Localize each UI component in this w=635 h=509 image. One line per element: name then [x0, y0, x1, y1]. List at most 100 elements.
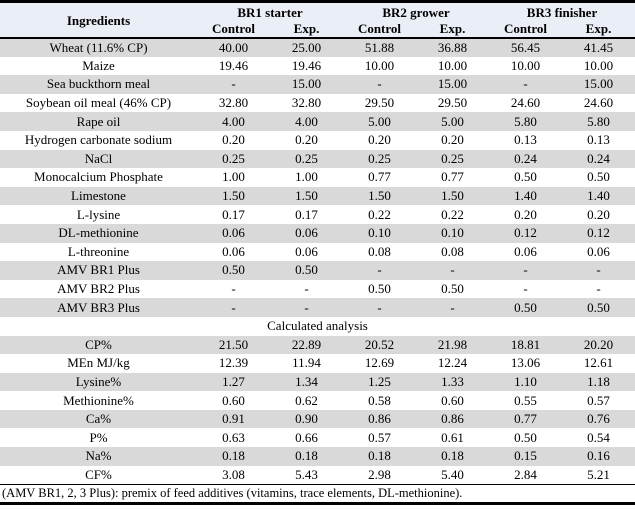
footnote: (AMV BR1, 2, 3 Plus): premix of feed add… [0, 484, 635, 504]
value-cell: - [596, 262, 601, 278]
value-cell: 0.50 [587, 169, 610, 185]
value-cell: 0.22 [368, 206, 391, 222]
value-cell: 0.50 [587, 299, 610, 315]
value-cell: 1.18 [587, 373, 610, 389]
value-cell: 20.52 [364, 336, 395, 352]
table-row: CF% 3.08 5.43 2.98 5.40 2.84 5.21 [0, 466, 635, 485]
value-cell: 10.00 [510, 57, 541, 73]
value-cell: 0.06 [222, 243, 245, 259]
value-cell: - [231, 299, 236, 315]
subcol-header-br3-exp: Exp. [562, 21, 635, 38]
ingredient-label: Hydrogen carbonate sodium [24, 132, 173, 148]
value-cell: 0.76 [587, 411, 610, 427]
value-cell: 21.98 [437, 336, 468, 352]
value-cell: - [377, 299, 382, 315]
value-cell: 0.90 [295, 411, 318, 427]
value-cell: 0.62 [295, 392, 318, 408]
value-cell: 0.08 [441, 243, 464, 259]
subcol-header-br1-control: Control [197, 21, 270, 38]
col-header-ingredients: Ingredients [0, 1, 197, 38]
ingredient-label: Maize [82, 57, 115, 73]
value-cell: 3.08 [222, 466, 245, 482]
value-cell: 0.66 [295, 429, 318, 445]
table-row: Ca% 0.91 0.90 0.86 0.86 0.77 0.76 [0, 409, 635, 429]
value-cell: 0.54 [587, 429, 610, 445]
value-cell: 0.50 [514, 169, 537, 185]
value-cell: 19.46 [218, 57, 249, 73]
value-cell: 12.24 [437, 355, 468, 371]
value-cell: 0.61 [441, 429, 464, 445]
value-cell: 0.77 [441, 169, 464, 185]
ingredient-label: AMV BR3 Plus [57, 299, 140, 315]
value-cell: - [377, 262, 382, 278]
value-cell: 12.61 [583, 355, 614, 371]
ingredient-label: Limestone [71, 188, 126, 204]
value-cell: 0.06 [295, 225, 318, 241]
value-cell: 0.16 [587, 448, 610, 464]
ingredient-label: P% [89, 429, 108, 445]
value-cell: 0.13 [587, 132, 610, 148]
value-cell: 0.63 [222, 429, 245, 445]
table-row: DL-methionine 0.06 0.06 0.10 0.10 0.12 0.12 [0, 223, 635, 243]
value-cell: 0.91 [222, 411, 245, 427]
table-row: L-threonine 0.06 0.06 0.08 0.08 0.06 0.06 [0, 243, 635, 262]
value-cell: 2.98 [368, 466, 391, 482]
value-cell: 0.12 [587, 225, 610, 241]
value-cell: 10.00 [583, 57, 614, 73]
value-cell: 2.84 [514, 466, 537, 482]
value-cell: 0.57 [368, 429, 391, 445]
table-row: Methionine% 0.60 0.62 0.58 0.60 0.55 0.57 [0, 391, 635, 410]
table-row: Maize 19.46 19.46 10.00 10.00 10.00 10.00 [0, 57, 635, 76]
value-cell: 1.50 [295, 188, 318, 204]
ingredient-label: Wheat (11.6% CP) [49, 39, 148, 55]
table-row: NaCl 0.25 0.25 0.25 0.25 0.24 0.24 [0, 149, 635, 169]
ingredient-label: CF% [85, 466, 112, 482]
table-row: AMV BR3 Plus - - - - 0.50 0.50 [0, 298, 635, 317]
value-cell: 11.94 [292, 355, 321, 371]
value-cell: 19.46 [291, 57, 322, 73]
value-cell: 32.80 [291, 95, 322, 111]
subcol-header-row: Control Exp. Control Exp. Control Exp. [0, 21, 635, 38]
section-label: Calculated analysis [0, 316, 635, 336]
value-cell: 1.34 [295, 373, 318, 389]
value-cell: 15.00 [437, 76, 468, 92]
value-cell: 10.00 [364, 57, 395, 73]
value-cell: 5.21 [587, 466, 610, 482]
value-cell: 20.20 [583, 336, 614, 352]
value-cell: 1.00 [295, 169, 318, 185]
value-cell: - [523, 262, 528, 278]
value-cell: 40.00 [218, 39, 249, 55]
table-row: Na% 0.18 0.18 0.18 0.18 0.15 0.16 [0, 447, 635, 466]
value-cell: 0.50 [514, 429, 537, 445]
group-header-br1-starter: BR1 starter [197, 1, 343, 21]
subcol-header-br2-control: Control [343, 21, 416, 38]
value-cell: 12.39 [218, 355, 249, 371]
value-cell: 0.50 [514, 299, 537, 315]
table-row: CP% 21.50 22.89 20.52 21.98 18.81 20.20 [0, 335, 635, 355]
group-header-br2-grower: BR2 grower [343, 1, 489, 21]
value-cell: 1.00 [222, 169, 245, 185]
value-cell: 0.24 [514, 150, 537, 166]
subcol-header-br1-exp: Exp. [270, 21, 343, 38]
value-cell: 0.24 [587, 150, 610, 166]
value-cell: 0.20 [441, 132, 464, 148]
table-row: Rape oil 4.00 4.00 5.00 5.00 5.80 5.80 [0, 112, 635, 131]
value-cell: - [231, 76, 236, 92]
subcol-header-br2-exp: Exp. [416, 21, 489, 38]
value-cell: 0.20 [222, 132, 245, 148]
table-row: Hydrogen carbonate sodium 0.20 0.20 0.20 0.2… [0, 131, 635, 150]
value-cell: 18.81 [510, 336, 541, 352]
value-cell: 0.86 [441, 411, 464, 427]
table-row: Soybean oil meal (46% CP) 32.80 32.80 29.50… [0, 94, 635, 113]
value-cell: 0.08 [368, 243, 391, 259]
ingredient-label: AMV BR1 Plus [57, 262, 140, 278]
value-cell: - [523, 281, 528, 297]
value-cell: 0.20 [295, 132, 318, 148]
group-header-br3-finisher: BR3 finisher [489, 1, 635, 21]
value-cell: 0.18 [222, 448, 245, 464]
value-cell: 21.50 [218, 336, 249, 352]
value-cell: 5.00 [368, 113, 391, 129]
value-cell: - [523, 76, 528, 92]
ingredient-label: AMV BR2 Plus [57, 281, 140, 297]
